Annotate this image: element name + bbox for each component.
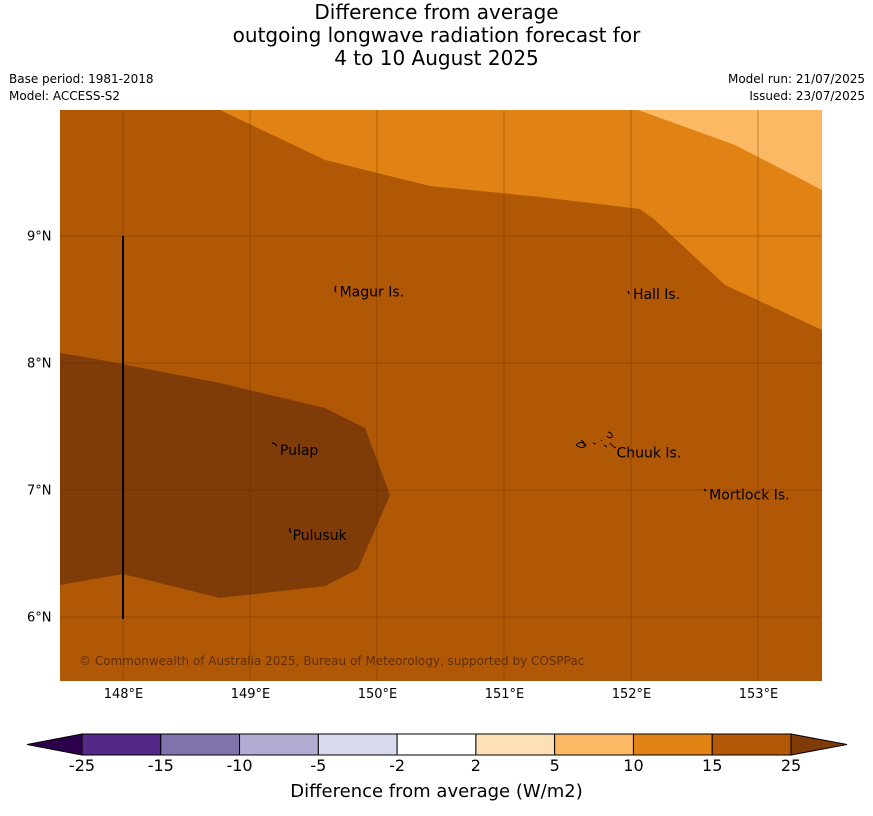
colorbar-box (632, 733, 713, 756)
olr-anomaly-map: Magur Is. Hall Is. Pulap Chuuk Is. Mortlock … (60, 110, 822, 681)
y-tick-label: 9°N (27, 229, 52, 245)
x-tick-label: 153°E (738, 687, 779, 702)
chuuk-islands-outline (575, 431, 617, 449)
x-tick-label: 152°E (611, 687, 652, 702)
title-line-3: 4 to 10 August 2025 (334, 46, 539, 70)
x-tick-label: 150°E (357, 687, 398, 702)
colorbar-label: -15 (147, 756, 174, 775)
colorbar-box (81, 733, 162, 756)
colorbar-label: -2 (389, 756, 406, 775)
place-labels: Magur Is. Hall Is. Pulap Chuuk Is. Mortlock … (280, 284, 790, 544)
title-line-1: Difference from average (314, 0, 559, 24)
y-tick-label: 8°N (27, 356, 52, 372)
colorbar-box (317, 733, 398, 756)
model-name: Model: ACCESS-S2 (9, 89, 121, 103)
x-tick-label: 151°E (484, 687, 525, 702)
colorbar-under-arrow (26, 733, 83, 756)
x-tick-label: 148°E (103, 687, 144, 702)
title-line-2: outgoing longwave radiation forecast for (232, 23, 641, 47)
place-label-pulusuk: Pulusuk (293, 528, 348, 544)
colorbar-label: -25 (68, 756, 96, 775)
base-period: Base period: 1981-2018 (9, 72, 154, 86)
colorbar-over-arrow (790, 733, 848, 756)
colorbar-label: -5 (310, 756, 327, 775)
region-5-10 (638, 110, 822, 190)
colorbar-box (475, 733, 556, 756)
copyright-notice: © Commonwealth of Australia 2025, Bureau… (79, 654, 584, 668)
y-tick-label: 7°N (27, 483, 52, 499)
colorbar-label: -10 (226, 756, 253, 775)
colorbar-label: 25 (780, 756, 802, 775)
place-label-magur-is: Magur Is. (340, 284, 405, 300)
colorbar-box (554, 733, 634, 756)
issued-date: Issued: 23/07/2025 (749, 89, 865, 103)
x-tick-label: 149°E (230, 687, 271, 702)
colorbar-label: 10 (623, 756, 644, 775)
colorbar-box (711, 733, 792, 756)
colorbar-box (239, 733, 319, 756)
colorbar-boxes (81, 733, 792, 756)
island-marks (271, 285, 707, 534)
colorbar-box (160, 733, 241, 756)
colorbar-label: 5 (549, 756, 560, 775)
region-10-15 (220, 110, 822, 330)
colorbar-box (396, 733, 477, 756)
place-label-mortlock-is: Mortlock Is. (709, 487, 789, 503)
y-tick-label: 6°N (27, 610, 52, 626)
place-label-pulap: Pulap (280, 443, 319, 459)
model-run: Model run: 21/07/2025 (727, 72, 865, 86)
colorbar-label: 2 (470, 756, 481, 775)
gridlines (60, 110, 822, 681)
colorbar-title: Difference from average (W/m2) (290, 781, 583, 802)
colorbar-label: 15 (702, 756, 723, 775)
colorbar (26, 733, 848, 756)
place-label-hall-is: Hall Is. (633, 287, 680, 303)
place-label-chuuk-is: Chuuk Is. (616, 446, 681, 462)
region-25-plus (60, 353, 390, 598)
